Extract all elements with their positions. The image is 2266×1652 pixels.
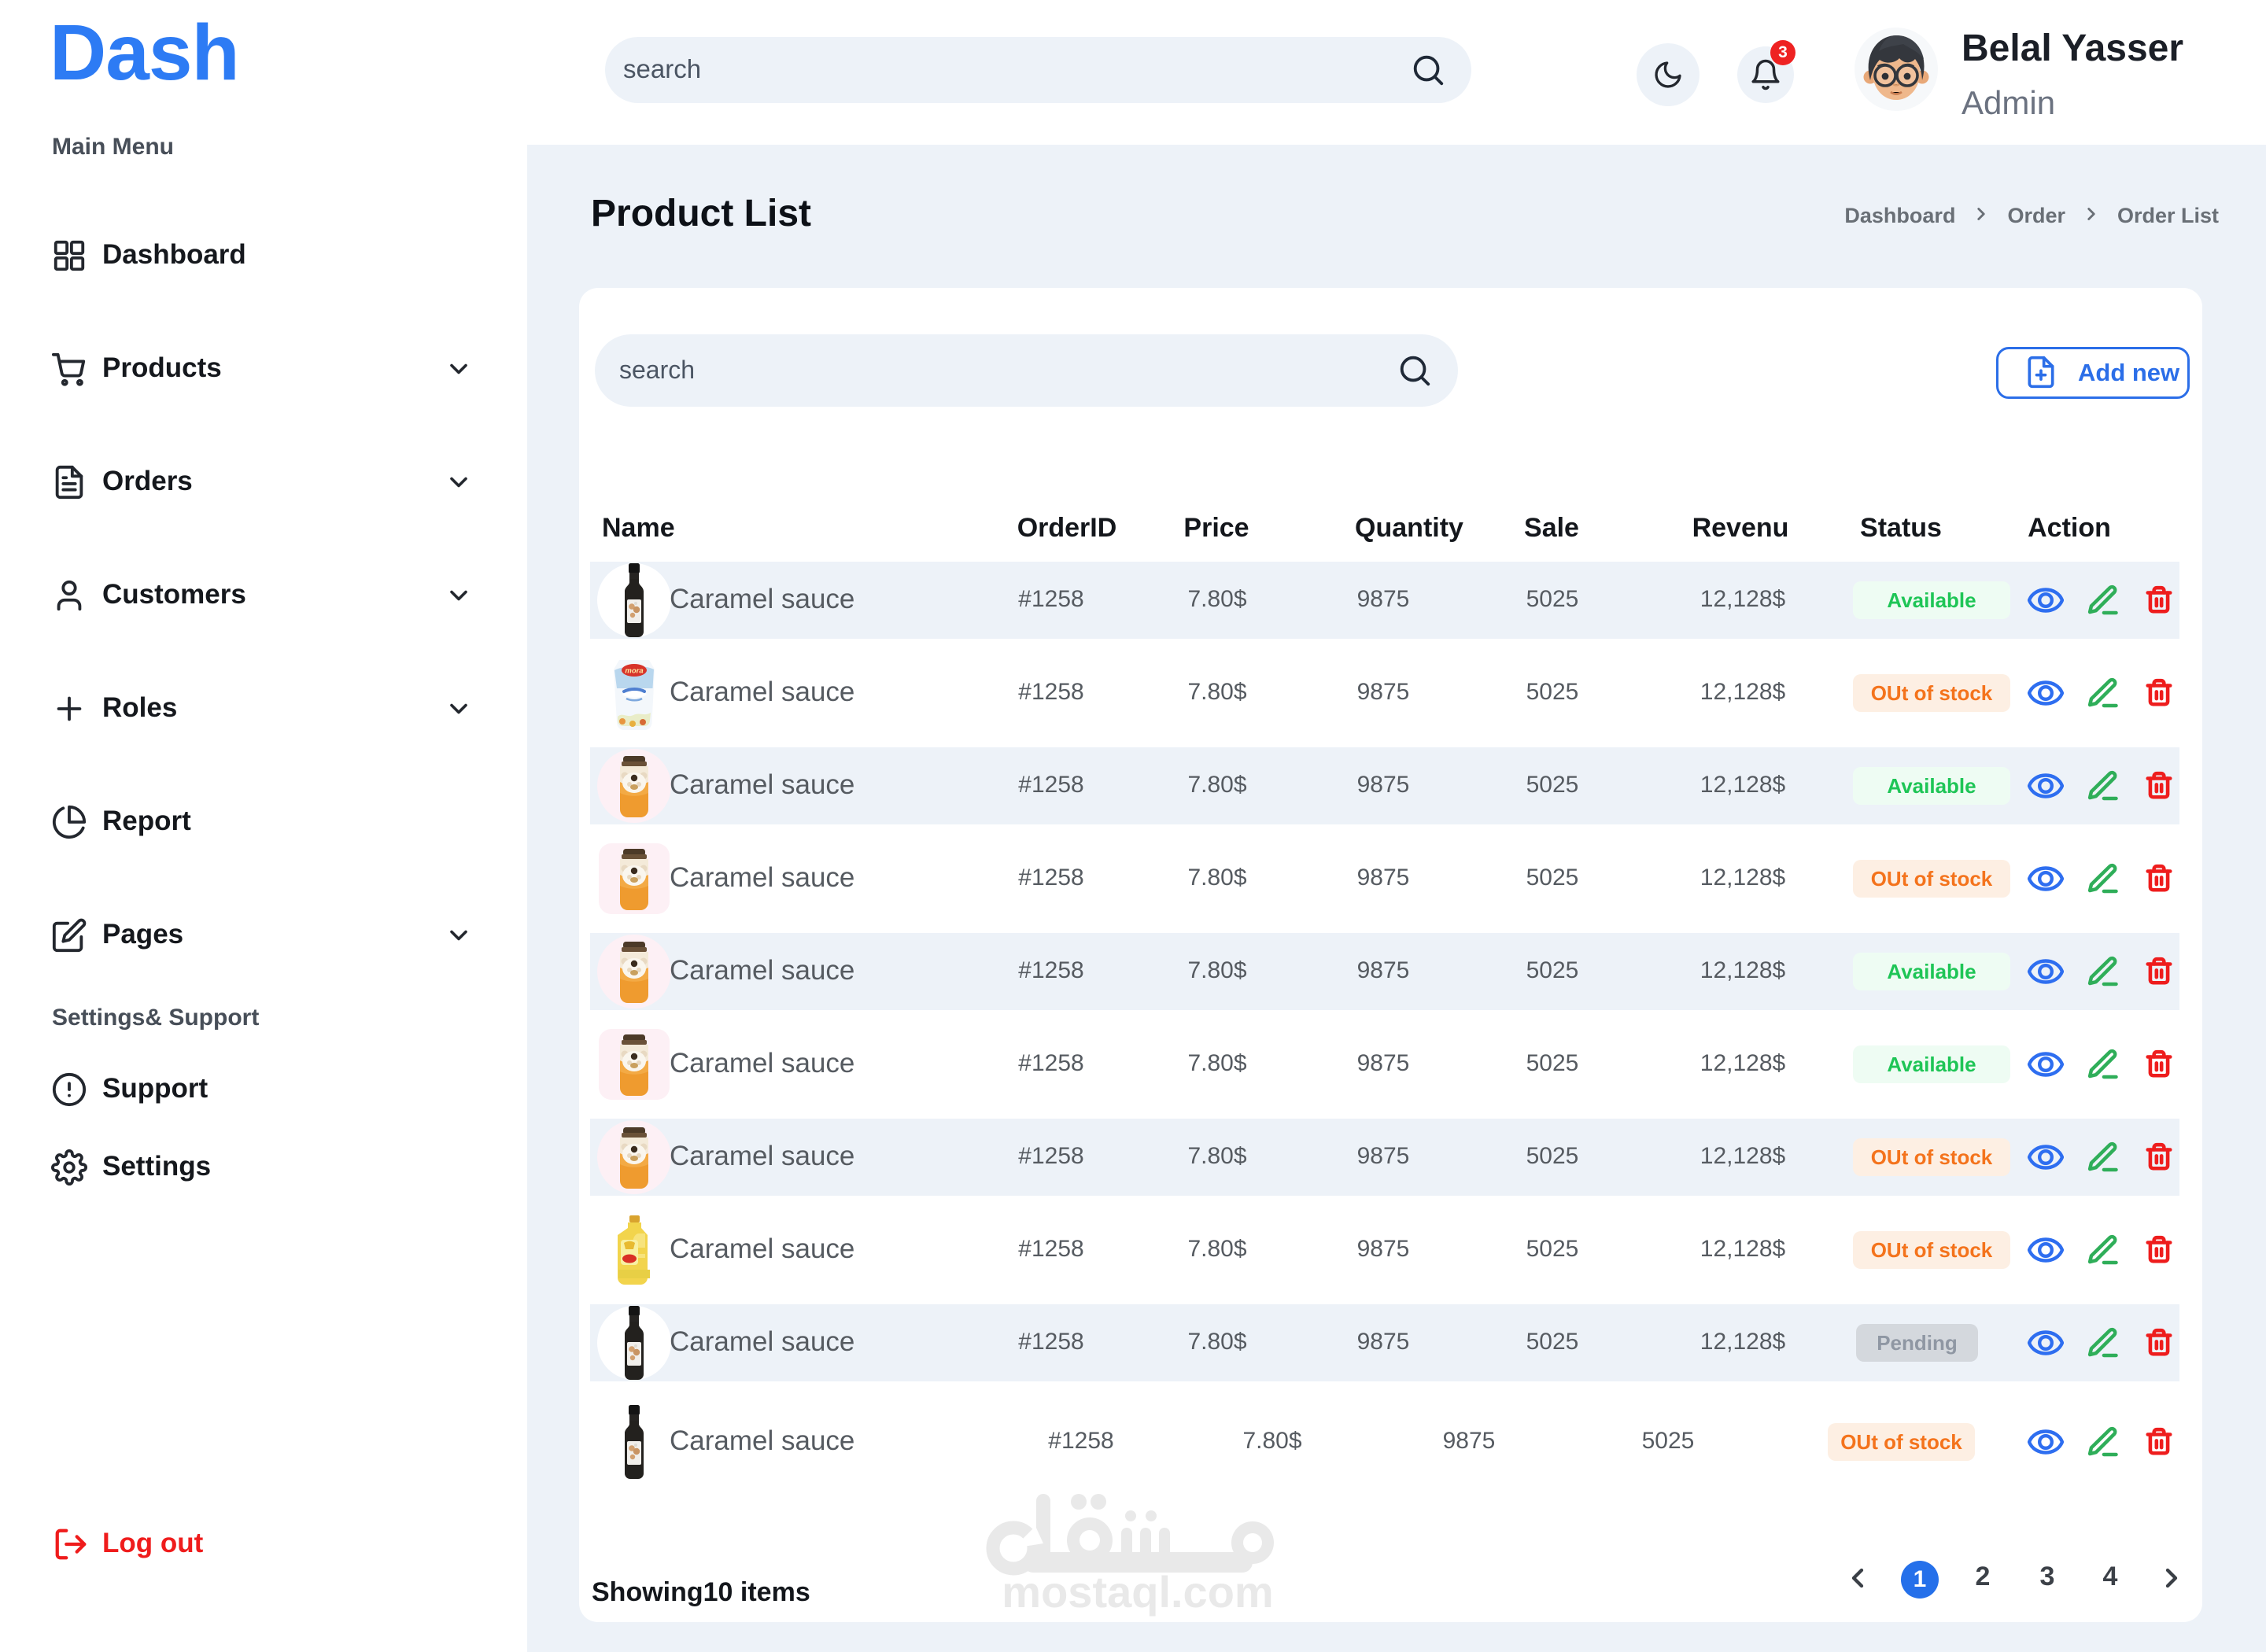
svg-text:mora: mora xyxy=(625,667,643,676)
